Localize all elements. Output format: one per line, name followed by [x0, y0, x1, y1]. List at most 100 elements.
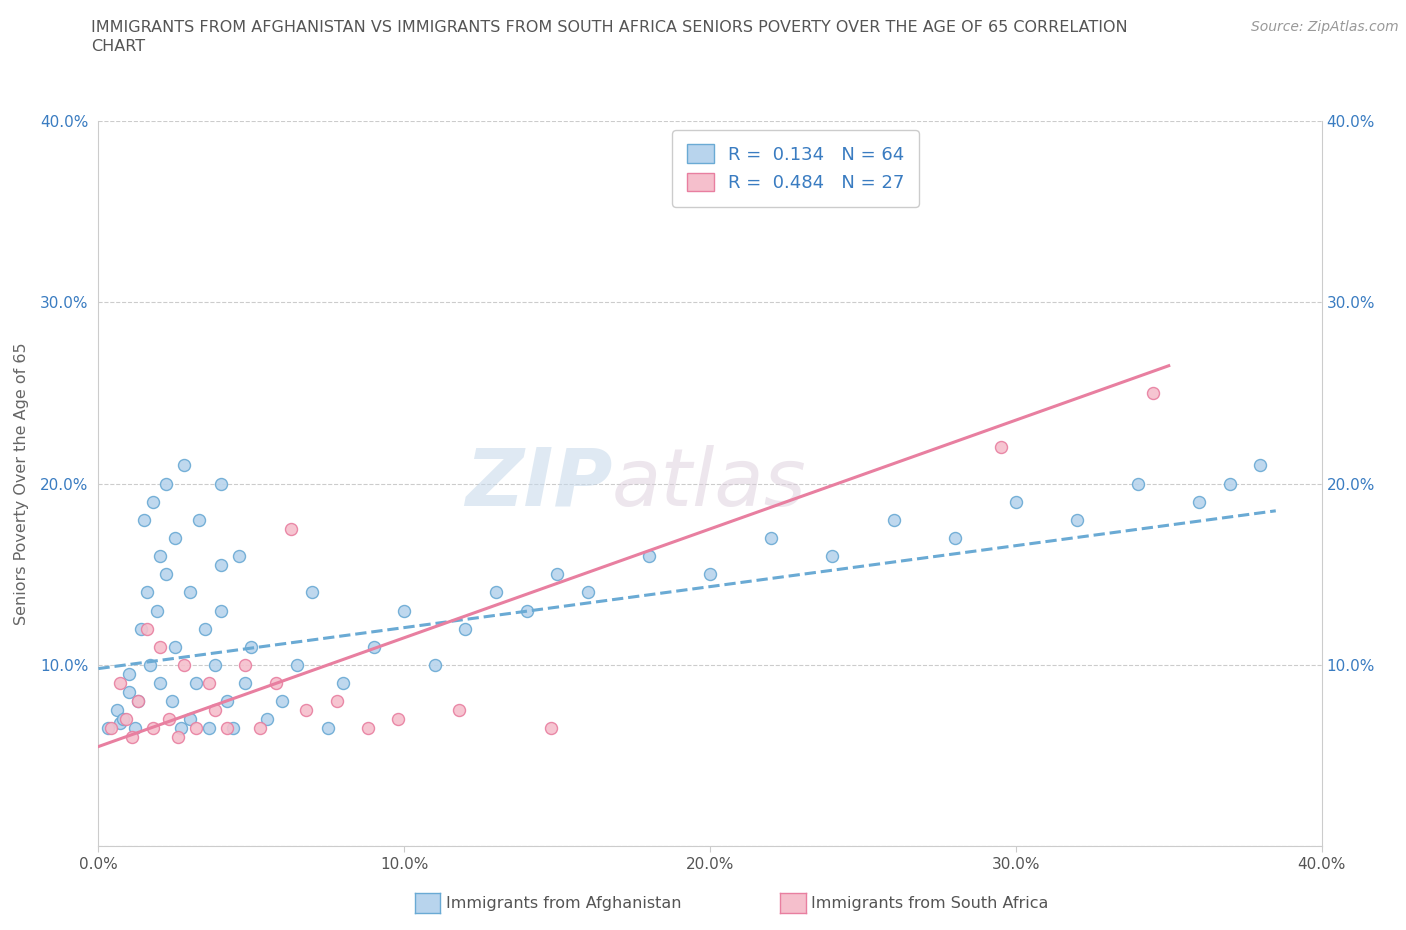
- Point: [249, 721, 271, 736]
- Point: [1128, 476, 1150, 491]
- Point: [699, 567, 721, 582]
- Point: [233, 675, 256, 690]
- Point: [821, 549, 844, 564]
- Point: [280, 522, 302, 537]
- Point: [186, 721, 208, 736]
- Point: [449, 703, 471, 718]
- Point: [516, 604, 538, 618]
- Point: [134, 512, 156, 527]
- Point: [392, 604, 416, 618]
- Point: [167, 730, 190, 745]
- Text: atlas: atlas: [612, 445, 807, 523]
- Point: [363, 640, 385, 655]
- Point: [326, 694, 349, 709]
- Point: [1188, 495, 1211, 510]
- Point: [118, 667, 141, 682]
- Point: [139, 658, 162, 672]
- Point: [111, 712, 134, 727]
- Point: [149, 675, 172, 690]
- Point: [129, 621, 152, 636]
- Y-axis label: Seniors Poverty Over the Age of 65: Seniors Poverty Over the Age of 65: [14, 342, 30, 625]
- Point: [97, 721, 120, 736]
- Point: [204, 703, 226, 718]
- Text: Source: ZipAtlas.com: Source: ZipAtlas.com: [1251, 20, 1399, 34]
- Point: [179, 585, 201, 600]
- Point: [209, 476, 232, 491]
- Point: [163, 530, 186, 545]
- Point: [145, 604, 167, 618]
- Point: [163, 640, 186, 655]
- Point: [149, 549, 172, 564]
- Point: [209, 604, 232, 618]
- Point: [485, 585, 508, 600]
- Point: [136, 621, 159, 636]
- Point: [204, 658, 226, 672]
- Point: [256, 712, 278, 727]
- Point: [990, 440, 1012, 455]
- Point: [100, 721, 122, 736]
- Text: Immigrants from South Africa: Immigrants from South Africa: [811, 896, 1049, 910]
- Point: [295, 703, 318, 718]
- Point: [637, 549, 661, 564]
- Text: CHART: CHART: [91, 39, 145, 54]
- Point: [108, 715, 131, 730]
- Point: [121, 730, 143, 745]
- Point: [105, 703, 128, 718]
- Point: [1142, 386, 1164, 401]
- Point: [127, 694, 149, 709]
- Point: [108, 675, 131, 690]
- Point: [186, 675, 208, 690]
- Point: [270, 694, 292, 709]
- Point: [179, 712, 201, 727]
- Point: [194, 621, 217, 636]
- Point: [160, 694, 183, 709]
- Point: [759, 530, 782, 545]
- Point: [118, 684, 141, 699]
- Point: [356, 721, 378, 736]
- Point: [540, 721, 562, 736]
- Point: [155, 476, 177, 491]
- Point: [127, 694, 149, 709]
- Point: [215, 694, 238, 709]
- Text: ZIP: ZIP: [465, 445, 612, 523]
- Point: [454, 621, 477, 636]
- Text: Immigrants from Afghanistan: Immigrants from Afghanistan: [446, 896, 681, 910]
- Point: [576, 585, 599, 600]
- Point: [264, 675, 287, 690]
- Point: [124, 721, 146, 736]
- Point: [173, 458, 195, 473]
- Point: [1219, 476, 1241, 491]
- Point: [423, 658, 446, 672]
- Point: [233, 658, 256, 672]
- Point: [943, 530, 966, 545]
- Point: [1004, 495, 1026, 510]
- Point: [115, 712, 138, 727]
- Point: [188, 512, 211, 527]
- Point: [332, 675, 354, 690]
- Point: [883, 512, 905, 527]
- Point: [209, 558, 232, 573]
- Point: [316, 721, 339, 736]
- Point: [155, 567, 177, 582]
- Point: [170, 721, 193, 736]
- Point: [142, 495, 165, 510]
- Point: [149, 640, 172, 655]
- Point: [222, 721, 245, 736]
- Point: [142, 721, 165, 736]
- Point: [136, 585, 159, 600]
- Point: [546, 567, 568, 582]
- Point: [157, 712, 180, 727]
- Text: IMMIGRANTS FROM AFGHANISTAN VS IMMIGRANTS FROM SOUTH AFRICA SENIORS POVERTY OVER: IMMIGRANTS FROM AFGHANISTAN VS IMMIGRANT…: [91, 20, 1128, 35]
- Point: [173, 658, 195, 672]
- Point: [1249, 458, 1271, 473]
- Point: [197, 675, 219, 690]
- Point: [228, 549, 250, 564]
- Point: [285, 658, 308, 672]
- Point: [240, 640, 263, 655]
- Point: [1066, 512, 1088, 527]
- Point: [215, 721, 238, 736]
- Legend: R =  0.134   N = 64, R =  0.484   N = 27: R = 0.134 N = 64, R = 0.484 N = 27: [672, 130, 920, 206]
- Point: [197, 721, 219, 736]
- Point: [301, 585, 323, 600]
- Point: [387, 712, 409, 727]
